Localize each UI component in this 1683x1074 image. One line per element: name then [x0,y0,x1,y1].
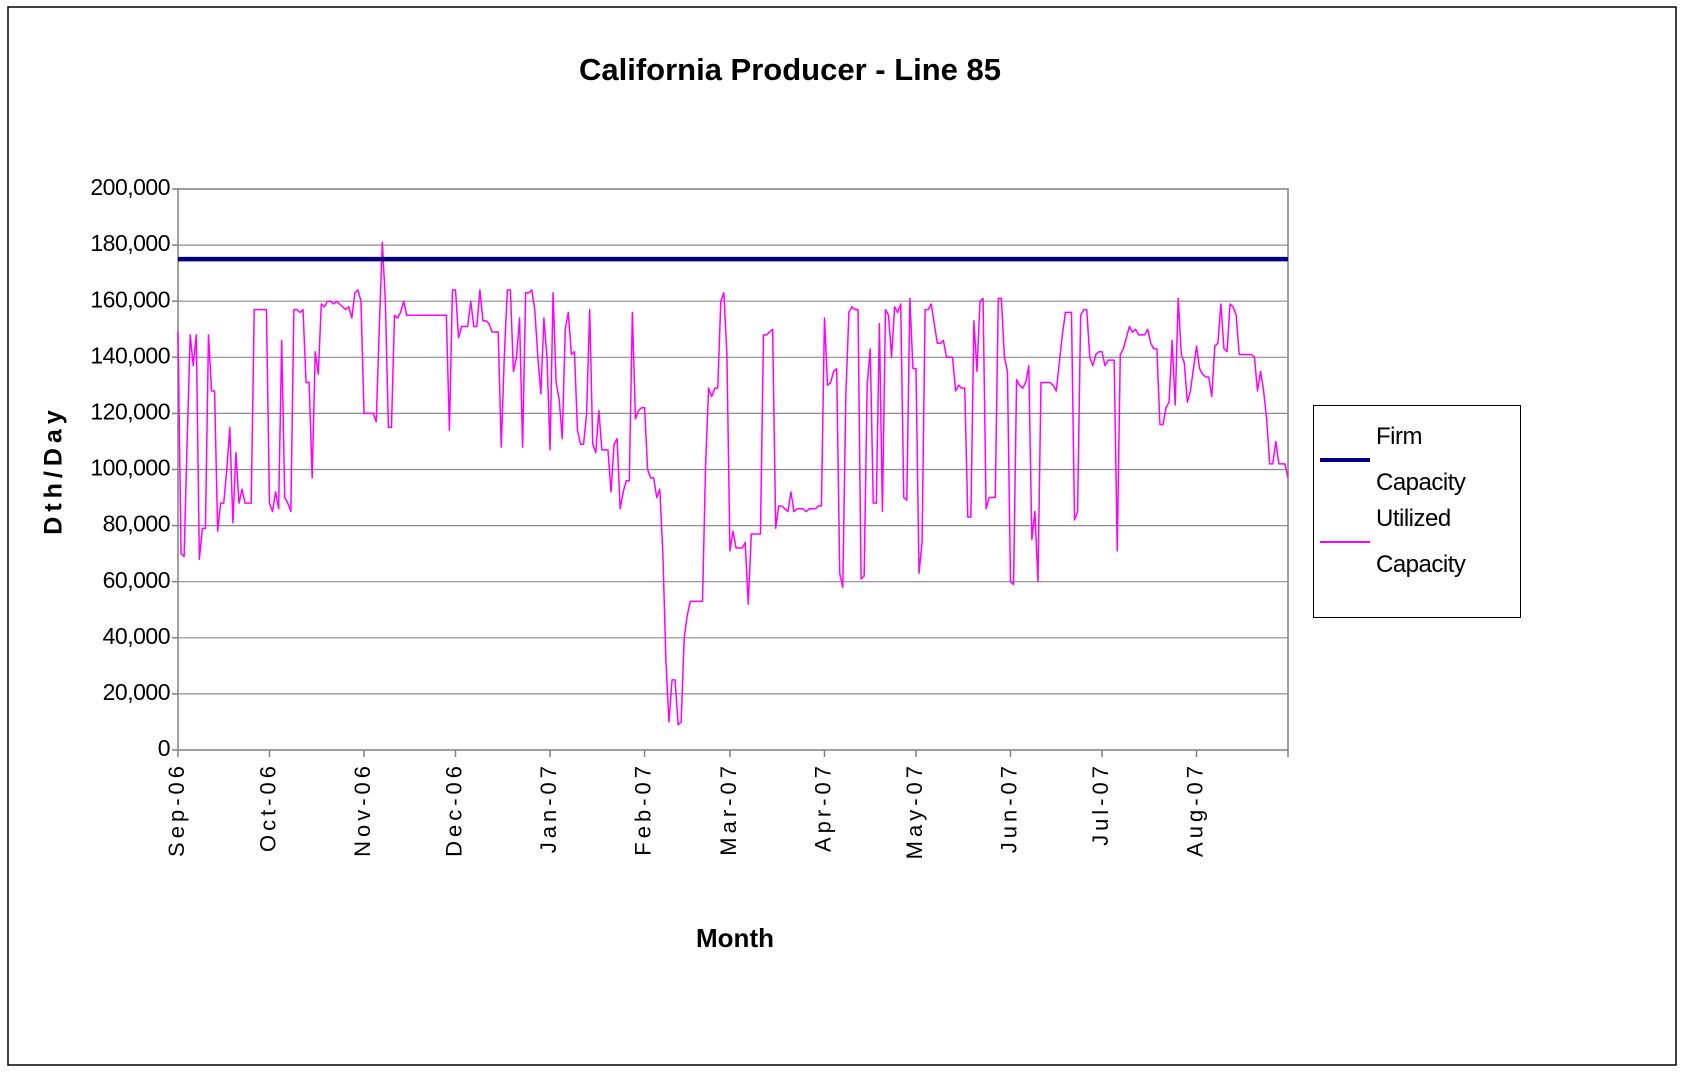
y-tick-label: 60,000 [103,567,170,593]
x-tick-label: Aug-07 [1182,762,1207,857]
y-tick-label: 80,000 [103,511,170,537]
x-tick-label: Mar-07 [716,762,741,856]
y-tick-label: 100,000 [90,455,170,481]
x-tick-label: Feb-07 [630,762,655,856]
series-line [177,241,1289,726]
legend: Firm Capacity Utilized Capacity [1313,405,1521,618]
y-tick-label: 0 [158,735,170,761]
legend-label: Utilized Capacity [1376,505,1466,578]
legend-swatch [1320,541,1370,543]
x-tick-label: Jun-07 [996,762,1021,853]
y-tick-label: 140,000 [90,342,170,368]
x-tick-label: Apr-07 [810,762,835,852]
y-tick-label: 40,000 [103,623,170,649]
y-tick-label: 120,000 [90,398,170,424]
x-axis-title: Month [696,923,774,953]
legend-label: Firm Capacity [1376,423,1466,496]
x-tick-label: Oct-06 [255,762,280,852]
legend-entry: Utilized Capacity [1320,496,1516,588]
x-tick-label: Jan-07 [536,762,561,853]
x-tick-label: Nov-06 [350,762,375,857]
y-tick-label: 180,000 [90,230,170,256]
y-tick-label: 160,000 [90,286,170,312]
x-tick-label: Sep-06 [164,762,189,857]
x-tick-label: May-07 [902,762,927,859]
x-tick-label: Jul-07 [1088,762,1113,846]
legend-swatch [1320,458,1370,462]
y-tick-label: 20,000 [103,679,170,705]
x-tick-label: Dec-06 [441,762,466,857]
chart-title: California Producer - Line 85 [579,52,1001,87]
y-axis-title: Dth/Day [40,405,68,534]
legend-entry: Firm Capacity [1320,414,1516,506]
y-tick-label: 200,000 [90,174,170,200]
